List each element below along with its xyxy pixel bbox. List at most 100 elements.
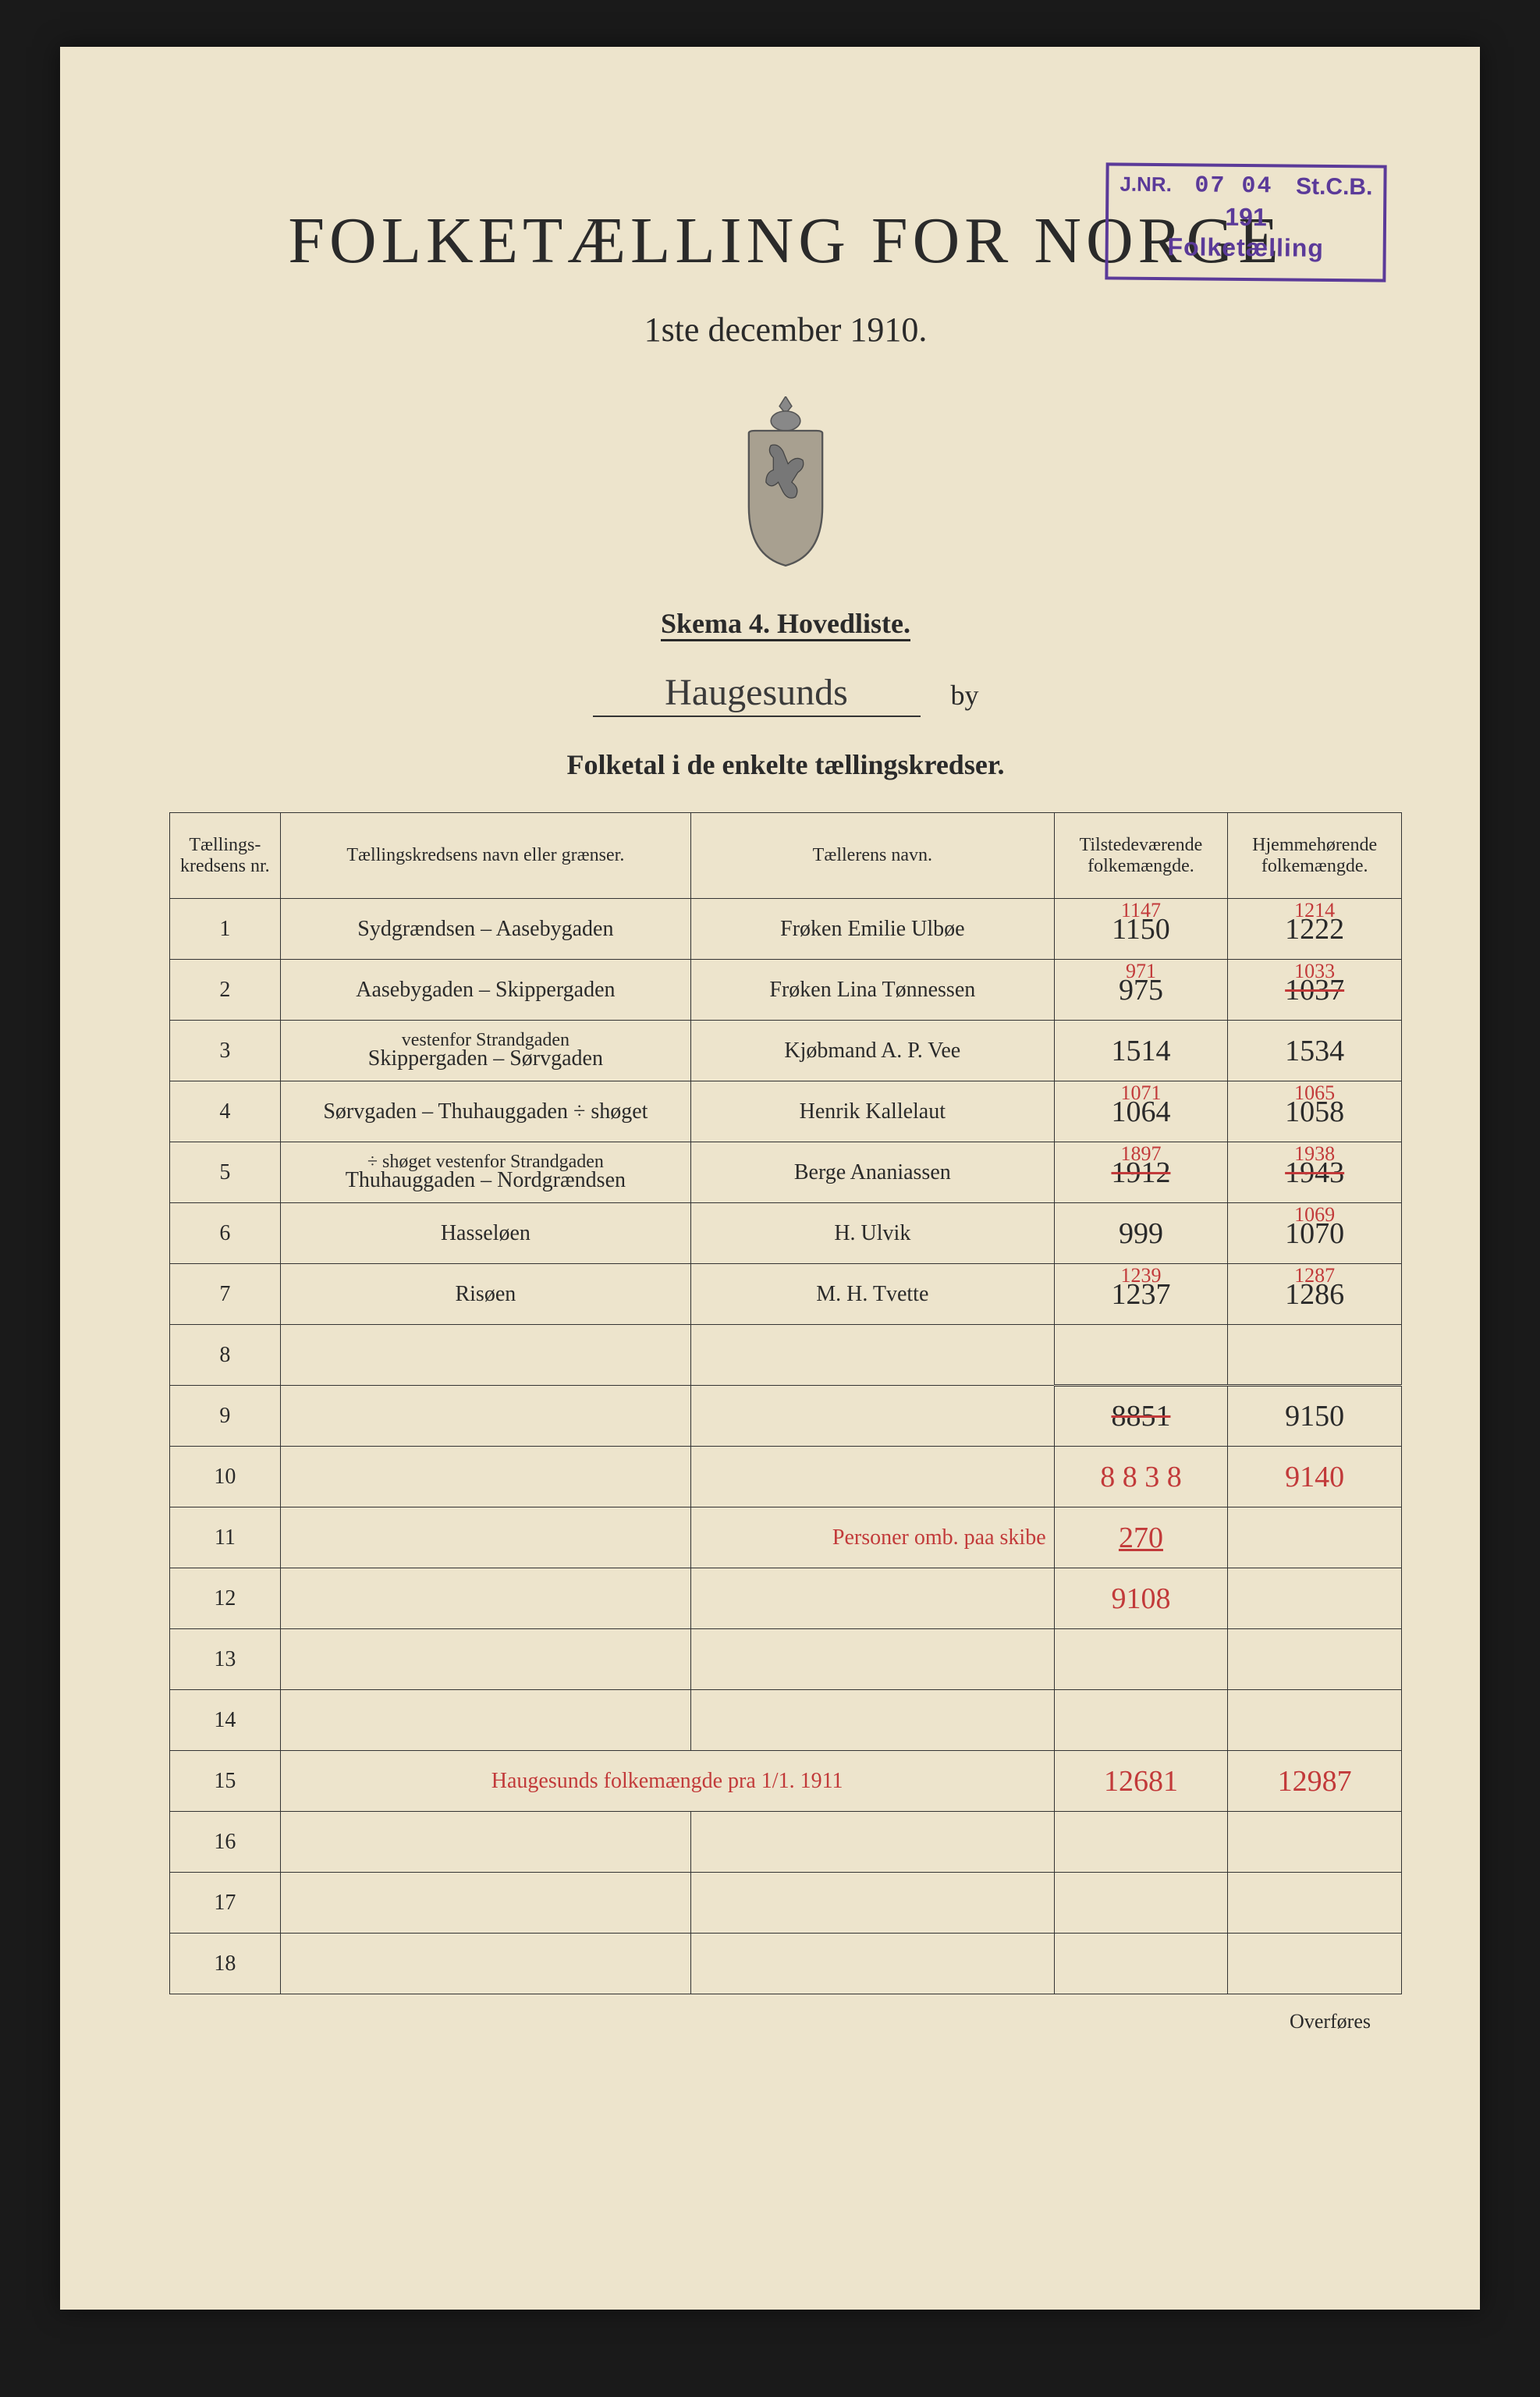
stamp-jnr-num: 07 04 <box>1194 172 1272 200</box>
row-number: 6 <box>170 1203 281 1264</box>
table-row: 8 <box>170 1325 1402 1386</box>
row-number: 2 <box>170 960 281 1021</box>
row-district <box>280 1873 690 1934</box>
row-present-pop: 270 <box>1054 1507 1228 1568</box>
crest-icon <box>723 396 848 568</box>
table-row: 1Sydgrændsen – AasebygadenFrøken Emilie … <box>170 899 1402 960</box>
schema-label: Skema 4. Hovedliste. <box>169 607 1402 640</box>
table-row: 17 <box>170 1873 1402 1934</box>
row-present-pop: 12681 <box>1054 1751 1228 1812</box>
table-row: 16 <box>170 1812 1402 1873</box>
row-present-pop: 11471150 <box>1054 899 1228 960</box>
row-number: 5 <box>170 1142 281 1203</box>
row-number: 16 <box>170 1812 281 1873</box>
stamp-jnr-label: J.NR. <box>1120 172 1172 200</box>
row-resident-pop <box>1228 1812 1402 1873</box>
row-enumerator: Personer omb. paa skibe <box>691 1507 1055 1568</box>
row-district: vestenfor StrandgadenSkippergaden – Sørv… <box>280 1021 690 1081</box>
row-present-pop <box>1054 1934 1228 1994</box>
row-present-pop <box>1054 1690 1228 1751</box>
row-district <box>280 1386 690 1447</box>
page-subtitle: 1ste december 1910. <box>169 310 1402 350</box>
by-label: by <box>951 680 979 711</box>
row-resident-pop <box>1228 1507 1402 1568</box>
row-enumerator <box>691 1812 1055 1873</box>
row-present-pop: 12391237 <box>1054 1264 1228 1325</box>
row-enumerator <box>691 1629 1055 1690</box>
row-present-pop: 8851 <box>1054 1386 1228 1447</box>
table-row: 988519150 <box>170 1386 1402 1447</box>
table-row: 6HasseløenH. Ulvik99910691070 <box>170 1203 1402 1264</box>
coat-of-arms <box>169 396 1402 568</box>
row-resident-pop <box>1228 1873 1402 1934</box>
row-resident-pop: 12987 <box>1228 1751 1402 1812</box>
row-enumerator <box>691 1386 1055 1447</box>
stamp-stcb: St.C.B. <box>1296 174 1373 201</box>
row-present-pop: 10711064 <box>1054 1081 1228 1142</box>
row-enumerator: H. Ulvik <box>691 1203 1055 1264</box>
row-resident-pop: 10331037 <box>1228 960 1402 1021</box>
row-district <box>280 1447 690 1507</box>
row-district: ÷ shøget vestenfor StrandgadenThuhauggad… <box>280 1142 690 1203</box>
row-district <box>280 1325 690 1386</box>
row-enumerator <box>691 1873 1055 1934</box>
row-number: 17 <box>170 1873 281 1934</box>
section-heading: Folketal i de enkelte tællingskredser. <box>169 748 1402 781</box>
overfores-label: Overføres <box>169 2010 1402 2033</box>
row-number: 3 <box>170 1021 281 1081</box>
row-resident-pop: 12871286 <box>1228 1264 1402 1325</box>
row-present-pop: 9108 <box>1054 1568 1228 1629</box>
row-district <box>280 1812 690 1873</box>
row-enumerator: Kjøbmand A. P. Vee <box>691 1021 1055 1081</box>
row-resident-pop: 9140 <box>1228 1447 1402 1507</box>
registry-stamp: J.NR. 07 04 St.C.B. 191 Folketælling <box>1105 162 1386 282</box>
table-row: 5÷ shøget vestenfor StrandgadenThuhaugga… <box>170 1142 1402 1203</box>
row-resident-pop: 12141222 <box>1228 899 1402 960</box>
row-enumerator <box>691 1690 1055 1751</box>
row-enumerator <box>691 1447 1055 1507</box>
row-resident-pop: 10691070 <box>1228 1203 1402 1264</box>
table-row: 18 <box>170 1934 1402 1994</box>
row-district: Aasebygaden – Skippergaden <box>280 960 690 1021</box>
row-number: 10 <box>170 1447 281 1507</box>
table-row: 15Haugesunds folkemængde pra 1/1. 191112… <box>170 1751 1402 1812</box>
col-header-taeller: Tællerens navn. <box>691 813 1055 899</box>
row-present-pop <box>1054 1325 1228 1386</box>
col-header-nr: Tællings-kredsens nr. <box>170 813 281 899</box>
row-district: Hasseløen <box>280 1203 690 1264</box>
row-enumerator <box>691 1934 1055 1994</box>
row-number: 14 <box>170 1690 281 1751</box>
row-resident-pop: 19381943 <box>1228 1142 1402 1203</box>
row-present-pop <box>1054 1629 1228 1690</box>
row-present-pop: 1514 <box>1054 1021 1228 1081</box>
row-enumerator: Henrik Kallelaut <box>691 1081 1055 1142</box>
stamp-bottom: Folketælling <box>1120 233 1372 264</box>
row-district <box>280 1568 690 1629</box>
row-present-pop <box>1054 1873 1228 1934</box>
table-row: 4Sørvgaden – Thuhauggaden ÷ shøgetHenrik… <box>170 1081 1402 1142</box>
row-number: 18 <box>170 1934 281 1994</box>
row-district: Sydgrændsen – Aasebygaden <box>280 899 690 960</box>
census-table: Tællings-kredsens nr. Tællingskredsens n… <box>169 812 1402 1994</box>
census-page: J.NR. 07 04 St.C.B. 191 Folketælling FOL… <box>60 47 1480 2310</box>
row-number: 13 <box>170 1629 281 1690</box>
row-resident-pop: 1534 <box>1228 1021 1402 1081</box>
row-resident-pop: 10651058 <box>1228 1081 1402 1142</box>
row-present-pop: 999 <box>1054 1203 1228 1264</box>
row-district <box>280 1690 690 1751</box>
row-present-pop: 971975 <box>1054 960 1228 1021</box>
row-number: 15 <box>170 1751 281 1812</box>
row-enumerator: Frøken Emilie Ulbøe <box>691 899 1055 960</box>
stamp-year: 191 <box>1120 202 1372 233</box>
row-resident-pop <box>1228 1934 1402 1994</box>
city-name: Haugesunds <box>593 671 921 717</box>
table-row: 13 <box>170 1629 1402 1690</box>
row-number: 4 <box>170 1081 281 1142</box>
row-enumerator <box>691 1568 1055 1629</box>
row-resident-pop <box>1228 1629 1402 1690</box>
col-header-tilst: Tilstedeværende folkemængde. <box>1054 813 1228 899</box>
row-number: 1 <box>170 899 281 960</box>
row-enumerator: Frøken Lina Tønnessen <box>691 960 1055 1021</box>
row-district: Sørvgaden – Thuhauggaden ÷ shøget <box>280 1081 690 1142</box>
table-row: 2Aasebygaden – SkippergadenFrøken Lina T… <box>170 960 1402 1021</box>
